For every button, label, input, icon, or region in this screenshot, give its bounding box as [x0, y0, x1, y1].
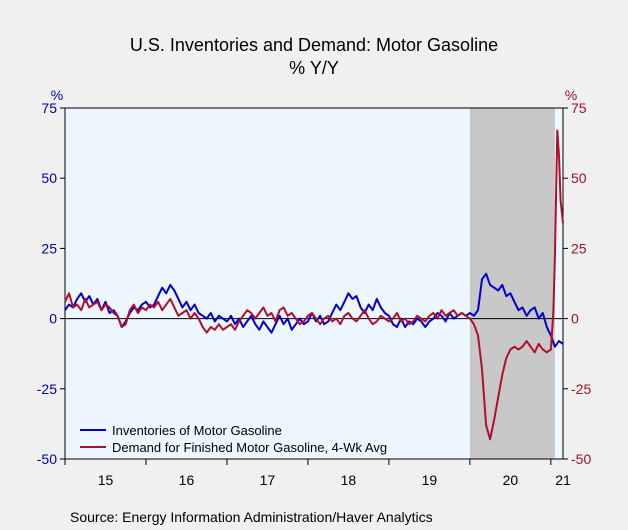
chart-title: U.S. Inventories and Demand: Motor Gasol…: [129, 35, 499, 55]
left-y-tick-label: 25: [41, 240, 57, 256]
series-line-2: [64, 129, 564, 441]
left-y-tick-label: -50: [37, 451, 57, 467]
right-y-tick-label: 0: [571, 311, 579, 327]
x-tick-label: 19: [422, 472, 438, 488]
x-tick-label: 18: [341, 472, 357, 488]
x-tick-label: 17: [260, 472, 276, 488]
left-axis-unit: %: [51, 87, 63, 103]
legend-label-1: Inventories of Motor Gasoline: [112, 423, 282, 438]
left-y-tick-label: -25: [37, 381, 57, 397]
recession-shading: [469, 108, 555, 459]
x-tick-label: 21: [555, 472, 571, 488]
chart-subtitle: % Y/Y: [289, 58, 339, 78]
x-tick-label: 20: [503, 472, 519, 488]
source-note: Source: Energy Information Administratio…: [70, 509, 433, 525]
right-axis-unit: %: [565, 87, 577, 103]
right-y-tick-label: 25: [571, 240, 587, 256]
right-y-tick-label: -25: [571, 381, 591, 397]
right-y-tick-label: 50: [571, 170, 587, 186]
x-tick-label: 15: [98, 472, 114, 488]
plot-frame: [64, 107, 564, 460]
right-y-tick-label: 75: [571, 100, 587, 116]
left-y-tick-label: 0: [49, 311, 57, 327]
left-y-tick-label: 75: [41, 100, 57, 116]
legend-label-2: Demand for Finished Motor Gasoline, 4-Wk…: [112, 440, 387, 455]
x-tick-label: 16: [179, 472, 195, 488]
right-y-tick-label: -50: [571, 451, 591, 467]
left-y-tick-label: 50: [41, 170, 57, 186]
